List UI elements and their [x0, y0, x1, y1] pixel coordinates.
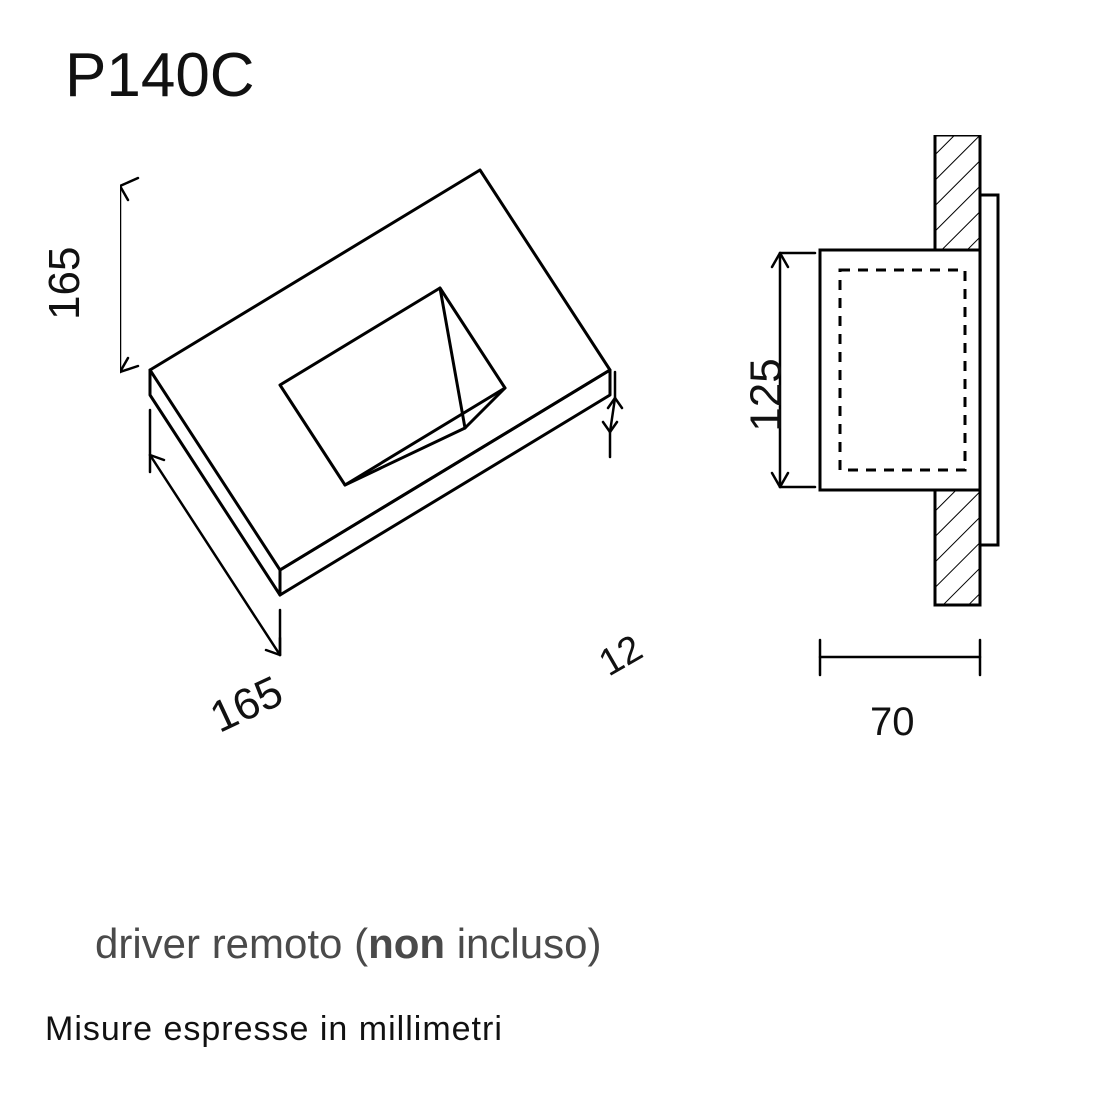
note-units: Misure espresse in millimetri — [45, 1010, 503, 1049]
note-driver-suffix: incluso) — [445, 920, 601, 967]
note-driver: driver remoto (non incluso) — [95, 920, 601, 968]
front-view — [120, 140, 630, 785]
front-view-svg — [120, 140, 630, 780]
dim-front-height: 165 — [40, 247, 90, 320]
product-code: P140C — [65, 40, 255, 111]
dim-side-depth: 70 — [870, 700, 915, 745]
diagram-container: P140C — [0, 0, 1100, 1100]
note-driver-prefix: driver remoto ( — [95, 920, 368, 967]
note-driver-bold: non — [368, 920, 445, 967]
dim-side-height: 125 — [742, 358, 792, 431]
